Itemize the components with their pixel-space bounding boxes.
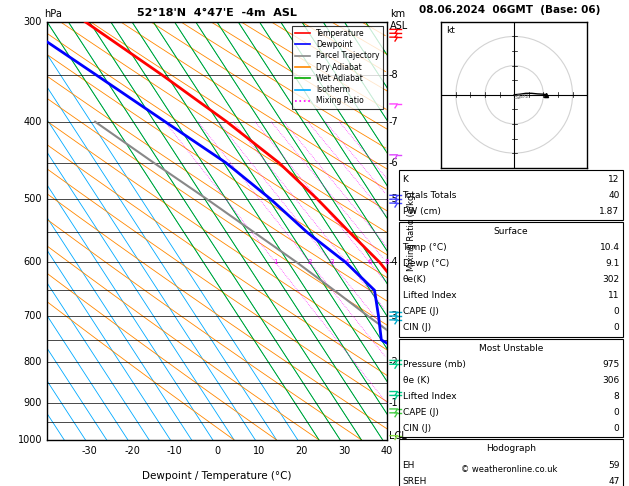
- Text: Most Unstable: Most Unstable: [479, 344, 543, 353]
- Text: 1: 1: [274, 260, 278, 265]
- Text: EH: EH: [403, 461, 415, 469]
- Text: -1: -1: [389, 398, 398, 408]
- Text: Hodograph: Hodograph: [486, 445, 536, 453]
- Text: 3: 3: [329, 260, 333, 265]
- Text: -10: -10: [167, 446, 182, 456]
- Text: 300: 300: [24, 17, 42, 27]
- Text: Surface: Surface: [494, 227, 528, 236]
- Text: 52°18'N  4°47'E  -4m  ASL: 52°18'N 4°47'E -4m ASL: [137, 8, 297, 18]
- Text: 12: 12: [608, 175, 620, 184]
- Text: 0: 0: [614, 308, 620, 316]
- Text: -4: -4: [389, 258, 398, 267]
- Text: 400: 400: [24, 117, 42, 127]
- Text: 40: 40: [381, 446, 393, 456]
- Text: 1.87: 1.87: [599, 207, 620, 216]
- Text: 20: 20: [296, 446, 308, 456]
- Text: 8: 8: [614, 392, 620, 401]
- Text: 11: 11: [608, 292, 620, 300]
- Text: -20: -20: [124, 446, 140, 456]
- Text: 6: 6: [367, 260, 372, 265]
- Text: Dewp (°C): Dewp (°C): [403, 260, 449, 268]
- Text: θe(K): θe(K): [403, 276, 426, 284]
- Text: 975: 975: [603, 360, 620, 369]
- Text: 306: 306: [603, 376, 620, 385]
- Legend: Temperature, Dewpoint, Parcel Trajectory, Dry Adiabat, Wet Adiabat, Isotherm, Mi: Temperature, Dewpoint, Parcel Trajectory…: [292, 26, 383, 108]
- Text: 0: 0: [214, 446, 220, 456]
- Text: CAPE (J): CAPE (J): [403, 308, 438, 316]
- Text: 8: 8: [384, 260, 389, 265]
- Text: θe (K): θe (K): [403, 376, 430, 385]
- Text: CAPE (J): CAPE (J): [403, 408, 438, 417]
- Text: 0: 0: [614, 408, 620, 417]
- Text: Pressure (mb): Pressure (mb): [403, 360, 465, 369]
- Text: km: km: [390, 9, 405, 19]
- Text: SREH: SREH: [403, 477, 427, 486]
- Text: 4: 4: [345, 260, 349, 265]
- Text: 32: 32: [513, 95, 521, 100]
- Text: 900: 900: [24, 398, 42, 408]
- Text: 08.06.2024  06GMT  (Base: 06): 08.06.2024 06GMT (Base: 06): [419, 4, 600, 15]
- Text: 1000: 1000: [18, 435, 42, 445]
- Text: CIN (J): CIN (J): [403, 424, 431, 433]
- Text: kt: kt: [446, 26, 455, 35]
- Text: 9.1: 9.1: [605, 260, 620, 268]
- Text: -5: -5: [389, 194, 398, 204]
- Text: K: K: [403, 175, 408, 184]
- Text: -6: -6: [389, 157, 398, 168]
- Text: -8: -8: [389, 70, 398, 80]
- Text: -2: -2: [389, 357, 398, 367]
- Text: 10.4: 10.4: [599, 243, 620, 252]
- Text: 47: 47: [608, 477, 620, 486]
- Text: -7: -7: [389, 117, 398, 127]
- Text: 0: 0: [614, 424, 620, 433]
- Text: 600: 600: [24, 258, 42, 267]
- Text: 2: 2: [308, 260, 312, 265]
- Text: 700: 700: [23, 311, 42, 321]
- Text: 30: 30: [338, 446, 350, 456]
- Text: PW (cm): PW (cm): [403, 207, 440, 216]
- Text: -30: -30: [82, 446, 97, 456]
- Text: 59: 59: [608, 461, 620, 469]
- Text: 302: 302: [603, 276, 620, 284]
- Text: hPa: hPa: [44, 9, 62, 19]
- Text: 0: 0: [614, 324, 620, 332]
- Text: Lifted Index: Lifted Index: [403, 392, 456, 401]
- Text: -3: -3: [389, 311, 398, 321]
- Text: 10: 10: [253, 446, 265, 456]
- Text: 500: 500: [23, 194, 42, 204]
- Text: ASL: ASL: [390, 20, 408, 31]
- Text: Dewpoint / Temperature (°C): Dewpoint / Temperature (°C): [142, 471, 292, 482]
- Text: Lifted Index: Lifted Index: [403, 292, 456, 300]
- Text: 40: 40: [608, 191, 620, 200]
- Text: Mixing Ratio (g/kg): Mixing Ratio (g/kg): [408, 191, 416, 271]
- Text: Temp (°C): Temp (°C): [403, 243, 447, 252]
- Text: 52: 52: [516, 94, 524, 99]
- Text: 800: 800: [24, 357, 42, 367]
- Text: LCL: LCL: [389, 431, 406, 441]
- Text: CIN (J): CIN (J): [403, 324, 431, 332]
- Text: © weatheronline.co.uk: © weatheronline.co.uk: [461, 465, 558, 474]
- Text: 72: 72: [522, 94, 530, 99]
- Text: Totals Totals: Totals Totals: [403, 191, 457, 200]
